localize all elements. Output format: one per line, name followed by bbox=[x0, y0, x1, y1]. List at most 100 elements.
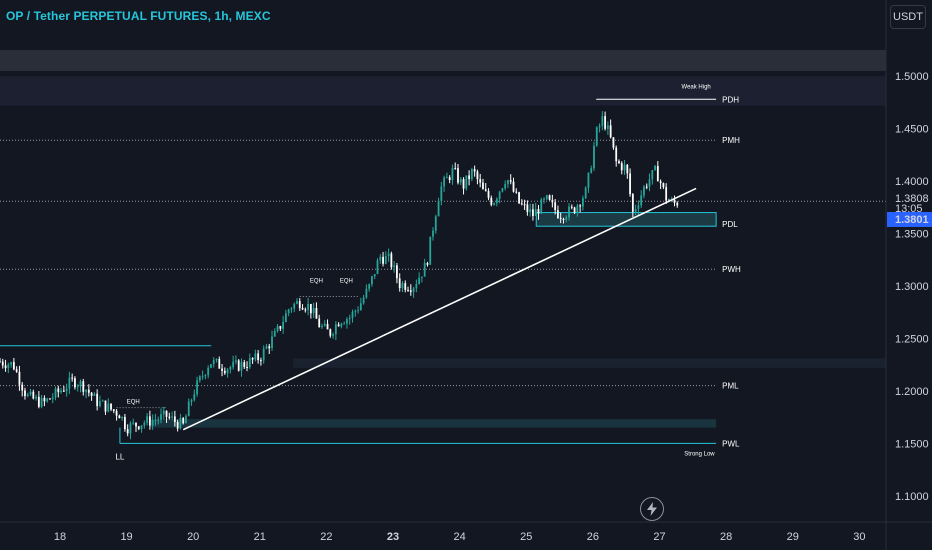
candle-body bbox=[659, 181, 662, 184]
candle-body bbox=[590, 168, 593, 173]
candle-body bbox=[656, 166, 659, 182]
candle-body bbox=[448, 177, 451, 180]
candle-body bbox=[376, 260, 379, 275]
candle-body bbox=[429, 236, 432, 265]
candle-body bbox=[71, 377, 74, 379]
candle-body bbox=[665, 187, 668, 201]
candle-body bbox=[526, 204, 529, 213]
candle-body bbox=[401, 283, 404, 289]
pdl-zone bbox=[535, 212, 717, 227]
candle-body bbox=[618, 161, 620, 164]
candle-body bbox=[246, 366, 248, 368]
candle-body bbox=[470, 169, 473, 180]
candle-body bbox=[334, 324, 337, 335]
level-pmh-label: PMH bbox=[722, 136, 740, 145]
candle-body bbox=[343, 323, 346, 325]
supply-zone bbox=[0, 76, 886, 106]
candle-body bbox=[99, 401, 101, 407]
candle-body bbox=[110, 403, 112, 410]
candle-body bbox=[248, 358, 251, 368]
candle-body bbox=[451, 168, 454, 180]
candle-body bbox=[57, 388, 60, 393]
candle-body bbox=[404, 283, 407, 290]
candle-body bbox=[357, 310, 359, 312]
candle-body bbox=[121, 416, 124, 419]
chart-title: OP / Tether PERPETUAL FUTURES, 1h, MEXC bbox=[6, 9, 271, 23]
candle-body bbox=[124, 416, 126, 430]
candle-body bbox=[623, 164, 626, 171]
x-tick-label: 27 bbox=[653, 531, 665, 543]
candle-body bbox=[509, 180, 512, 182]
candle-body bbox=[543, 198, 545, 200]
candle-body bbox=[160, 414, 162, 420]
candle-body bbox=[182, 418, 185, 424]
candle-body bbox=[51, 397, 54, 400]
candle-body bbox=[148, 416, 151, 426]
candle-body bbox=[146, 416, 149, 423]
x-tick-label: 26 bbox=[587, 531, 599, 543]
candle-body bbox=[318, 318, 321, 328]
candle-body bbox=[232, 361, 235, 368]
candle-body bbox=[15, 369, 18, 372]
candle-body bbox=[601, 116, 604, 126]
candle-body bbox=[315, 308, 318, 319]
candle-body bbox=[168, 416, 171, 418]
y-tick-label: 1.3000 bbox=[895, 281, 929, 293]
candle-body bbox=[573, 207, 576, 213]
candle-body bbox=[626, 164, 629, 174]
candle-body bbox=[365, 288, 368, 298]
candle-body bbox=[348, 317, 351, 320]
candle-body bbox=[648, 179, 651, 187]
candle-body bbox=[104, 400, 107, 412]
candle-body bbox=[171, 416, 173, 418]
candle-body bbox=[229, 367, 232, 370]
candle-body bbox=[179, 418, 182, 429]
candle-body bbox=[293, 303, 296, 309]
top-zone bbox=[0, 50, 886, 71]
candle-body bbox=[407, 289, 409, 291]
flash-icon[interactable] bbox=[640, 497, 664, 521]
candle-body bbox=[240, 362, 243, 371]
candle-body bbox=[479, 179, 482, 183]
candle-body bbox=[634, 209, 637, 212]
weak-high-label: Weak High bbox=[682, 84, 711, 90]
candle-body bbox=[196, 380, 198, 395]
candle-body bbox=[418, 277, 421, 285]
candle-body bbox=[368, 284, 371, 289]
currency-button[interactable]: USDT bbox=[890, 5, 926, 29]
candle-body bbox=[362, 297, 365, 304]
price-badge bbox=[887, 211, 932, 227]
candle-body bbox=[604, 116, 607, 129]
candle-body bbox=[74, 378, 76, 388]
candle-body bbox=[518, 192, 520, 204]
candle-body bbox=[373, 274, 376, 277]
candle-body bbox=[557, 210, 559, 218]
y-tick-label: 1.2000 bbox=[895, 386, 929, 398]
strong-low-label: Strong Low bbox=[684, 451, 715, 457]
candle-body bbox=[87, 389, 90, 393]
candle-body bbox=[612, 137, 615, 148]
candle-body bbox=[282, 322, 285, 329]
candle-body bbox=[154, 419, 157, 421]
candle-body bbox=[173, 416, 176, 423]
candle-body bbox=[426, 263, 429, 265]
candle-body bbox=[262, 348, 265, 361]
x-tick-label: 30 bbox=[853, 531, 865, 543]
candle-body bbox=[548, 195, 551, 200]
candle-body bbox=[337, 324, 340, 327]
candle-body bbox=[565, 217, 568, 220]
candle-body bbox=[487, 190, 490, 198]
candle-body bbox=[101, 400, 104, 402]
candle-body bbox=[551, 199, 554, 203]
candle-body bbox=[126, 429, 129, 434]
candle-body bbox=[112, 409, 115, 411]
candle-body bbox=[254, 353, 257, 360]
candle-body bbox=[12, 362, 15, 370]
candle-body bbox=[79, 381, 82, 387]
candle-body bbox=[279, 326, 282, 329]
candle-body bbox=[176, 422, 179, 429]
candle-body bbox=[415, 284, 418, 289]
candle-body bbox=[90, 392, 93, 396]
candle-body bbox=[346, 319, 348, 324]
